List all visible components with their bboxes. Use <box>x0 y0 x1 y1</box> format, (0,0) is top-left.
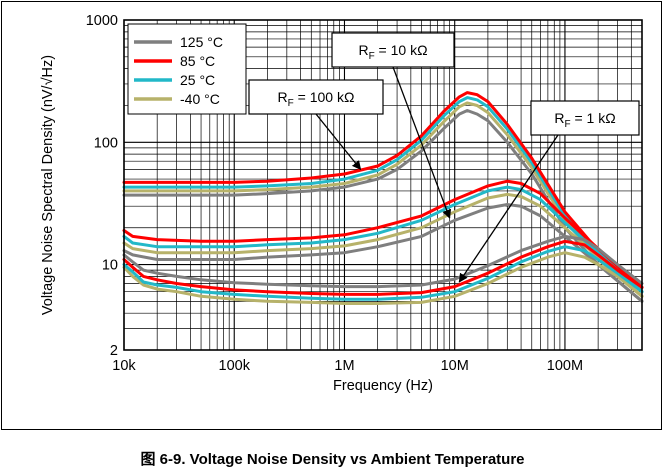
noise-density-chart: 10k 100k 1M 10M 100M 2 10 100 1000 Frequency (Hz… <box>40 13 644 394</box>
legend-label: -40 °C <box>180 91 220 107</box>
annotation-label: RF = 1 kΩ <box>554 110 615 130</box>
series-line <box>122 251 644 305</box>
figure-frame <box>1 1 662 430</box>
annotation-arrow <box>458 134 559 283</box>
x-tick-label: 100k <box>219 358 251 374</box>
x-tick-label: 10M <box>441 358 469 374</box>
series-line <box>122 185 644 294</box>
x-axis-title: Frequency (Hz) <box>333 378 433 394</box>
annotation-label: RF = 100 kΩ <box>278 89 355 109</box>
annotation-box <box>248 79 384 115</box>
y-tick-label: 10 <box>102 258 118 274</box>
x-tick-label: 10k <box>112 358 136 374</box>
series-line <box>122 109 644 303</box>
y-axis-title: Voltage Noise Spectral Density (nV/√Hz) <box>40 55 56 315</box>
legend: 125 °C 85 °C 25 °C -40 °C <box>127 23 247 115</box>
series-line <box>122 245 644 301</box>
annotations: RF = 10 kΩ RF = 100 kΩ RF = 1 kΩ <box>248 32 640 283</box>
series-line <box>122 96 644 294</box>
series-line <box>122 203 644 303</box>
series-line <box>122 239 644 296</box>
annotation-arrow <box>315 113 362 171</box>
x-tick-label: 100M <box>547 358 583 374</box>
series-line <box>122 192 644 298</box>
annotation-label: RF = 10 kΩ <box>358 42 427 62</box>
series-line <box>122 91 644 289</box>
annotation-arrow <box>392 66 452 219</box>
annotation-box <box>331 32 455 68</box>
series-line <box>122 179 644 289</box>
annotation-box <box>530 100 640 136</box>
y-tick-label: 100 <box>94 135 118 151</box>
series-line <box>122 101 644 298</box>
tick-labels: 10k 100k 1M 10M 100M 2 10 100 1000 <box>86 13 583 374</box>
series-lines <box>122 91 644 305</box>
legend-label: 25 °C <box>180 72 215 88</box>
plot-border <box>123 19 643 351</box>
series-line <box>122 234 644 289</box>
y-tick-label: 1000 <box>86 13 118 29</box>
y-tick-label: 2 <box>110 343 118 359</box>
figure-caption: 图 6-9. Voltage Noise Density vs Ambient … <box>140 451 525 468</box>
x-tick-label: 1M <box>334 358 354 374</box>
legend-label: 125 °C <box>180 34 223 50</box>
legend-label: 85 °C <box>180 53 215 69</box>
